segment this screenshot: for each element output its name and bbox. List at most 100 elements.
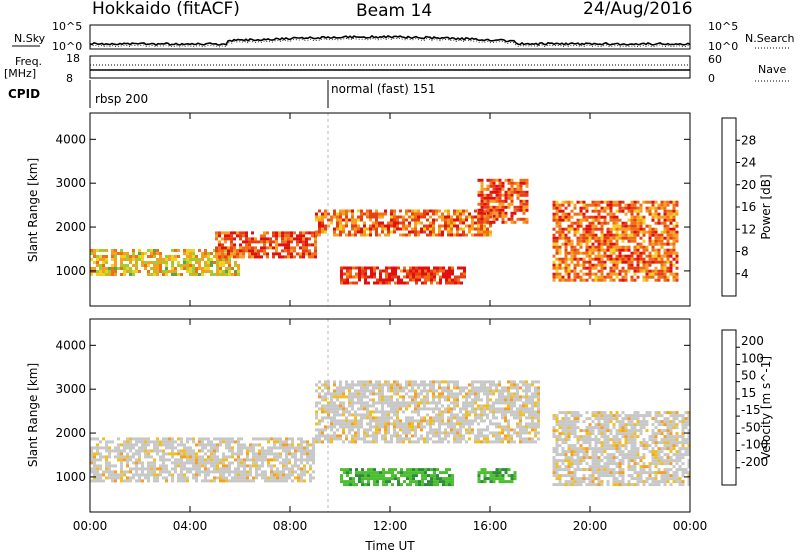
echo-cell <box>630 275 634 279</box>
echo-cell <box>93 479 96 483</box>
echo-cell <box>406 468 409 472</box>
echo-cell <box>405 392 408 396</box>
echo-cell <box>504 434 507 438</box>
echo-cell <box>270 446 273 450</box>
echo-cell <box>171 452 174 456</box>
echo-cell <box>330 422 333 426</box>
echo-cell <box>135 267 138 270</box>
echo-cell <box>105 446 108 450</box>
echo-cell <box>528 383 531 387</box>
echo-cell <box>663 260 667 264</box>
echo-cell <box>525 199 529 203</box>
echo-cell <box>251 249 254 253</box>
echo-cell <box>183 258 186 261</box>
echo-cell <box>597 215 601 219</box>
echo-cell <box>537 437 540 441</box>
echo-cell <box>609 212 613 216</box>
echo-cell <box>174 464 177 468</box>
echo-cell <box>348 383 351 387</box>
echo-cell <box>219 437 222 441</box>
echo-cell <box>427 483 430 487</box>
echo-cell <box>492 181 496 185</box>
echo-cell <box>285 476 288 480</box>
echo-cell <box>352 281 355 285</box>
echo-cell <box>597 459 601 463</box>
echo-cell <box>243 470 246 474</box>
echo-cell <box>432 416 435 420</box>
echo-cell <box>156 252 159 255</box>
echo-cell <box>402 422 405 426</box>
echo-cell <box>636 221 640 225</box>
echo-cell <box>345 218 348 222</box>
echo-cell <box>618 474 622 478</box>
echo-cell <box>462 227 465 231</box>
echo-cell <box>324 392 327 396</box>
echo-cell <box>606 465 610 469</box>
echo-cell <box>636 453 640 457</box>
echo-cell <box>111 252 114 255</box>
echo-cell <box>269 246 272 250</box>
echo-cell <box>498 187 502 191</box>
echo-cell <box>597 429 601 433</box>
echo-cell <box>588 245 592 249</box>
echo-cell <box>672 230 676 234</box>
echo-cell <box>433 278 436 282</box>
echo-cell <box>147 449 150 453</box>
echo-cell <box>588 477 592 481</box>
echo-cell <box>573 435 577 439</box>
echo-cell <box>654 260 658 264</box>
echo-cell <box>615 435 619 439</box>
echo-cell <box>204 461 207 465</box>
echo-cell <box>219 273 222 276</box>
echo-cell <box>183 252 186 255</box>
echo-cell <box>361 477 364 481</box>
echo-cell <box>498 471 502 475</box>
echo-cell <box>90 455 93 459</box>
echo-cell <box>379 278 382 282</box>
echo-cell <box>351 407 354 411</box>
echo-cell <box>516 434 519 438</box>
echo-cell <box>621 468 625 472</box>
echo-cell <box>594 450 598 454</box>
echo-cell <box>660 263 664 267</box>
echo-cell <box>144 449 147 453</box>
echo-cell <box>333 407 336 411</box>
echo-cell <box>222 452 225 456</box>
echo-cell <box>480 440 483 444</box>
echo-cell <box>299 240 302 244</box>
echo-cell <box>153 470 156 474</box>
echo-cell <box>522 181 526 185</box>
echo-cell <box>354 230 357 234</box>
echo-cell <box>114 470 117 474</box>
echo-cell <box>228 270 231 273</box>
echo-cell <box>90 446 93 450</box>
echo-cell <box>504 416 507 420</box>
echo-cell <box>525 392 528 396</box>
echo-cell <box>663 230 667 234</box>
colorbar-tick-label: 24 <box>741 156 756 170</box>
echo-cell <box>537 413 540 417</box>
echo-cell <box>612 441 616 445</box>
echo-cell <box>651 432 655 436</box>
echo-cell <box>645 477 649 481</box>
echo-cell <box>117 449 120 453</box>
echo-cell <box>222 467 225 471</box>
echo-cell <box>195 479 198 483</box>
echo-cell <box>585 230 589 234</box>
echo-cell <box>624 423 628 427</box>
echo-cell <box>555 224 559 228</box>
echo-cell <box>573 480 577 484</box>
echo-cell <box>394 272 397 276</box>
echo-cell <box>387 431 390 435</box>
echo-cell <box>183 443 186 447</box>
echo-cell <box>363 413 366 417</box>
echo-cell <box>376 477 379 481</box>
echo-cell <box>267 440 270 444</box>
echo-cell <box>285 479 288 483</box>
echo-cell <box>612 456 616 460</box>
echo-cell <box>382 281 385 285</box>
echo-cell <box>486 230 489 234</box>
echo-cell <box>339 227 342 231</box>
echo-cell <box>612 203 616 207</box>
